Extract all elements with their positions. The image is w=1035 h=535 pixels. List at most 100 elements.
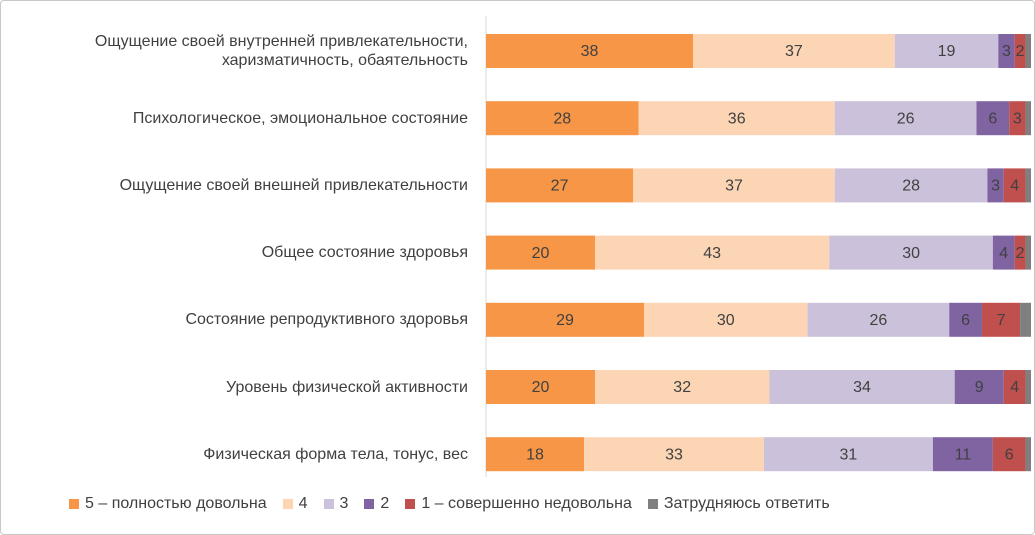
- data-label: 30: [902, 245, 920, 262]
- data-label: 27: [551, 178, 569, 195]
- data-label: 34: [853, 379, 871, 396]
- data-label: 38: [581, 43, 599, 60]
- data-label: 29: [556, 312, 574, 329]
- data-label: 31: [840, 446, 858, 463]
- bar-segment: [486, 370, 595, 404]
- category-label: Уровень физической активности: [226, 378, 468, 396]
- bar-segment: [1025, 370, 1031, 404]
- bar-segment: [1003, 370, 1026, 404]
- bar-segment: [763, 437, 933, 472]
- bar-segment: [954, 370, 1004, 404]
- bar-segment: [834, 168, 988, 203]
- data-label: 28: [553, 110, 571, 127]
- legend-item: 3: [323, 495, 349, 513]
- bar-segment: [1025, 168, 1031, 203]
- category-label: Общее состояние здоровья: [261, 244, 468, 262]
- bar-segment: [894, 34, 999, 68]
- data-label: 3: [1002, 43, 1011, 60]
- bar-segment: [1025, 34, 1031, 68]
- bar-segment: [1025, 235, 1031, 270]
- data-label: 37: [725, 178, 743, 195]
- data-label: 2: [1016, 43, 1025, 60]
- bar-segment: [1020, 302, 1031, 337]
- data-label: 4: [1010, 178, 1019, 195]
- data-label: 28: [902, 178, 920, 195]
- bar-segment: [644, 302, 808, 337]
- bar-segment: [949, 302, 982, 337]
- legend-item: 2: [364, 495, 389, 513]
- data-label: 3: [991, 178, 1000, 195]
- data-label: 3: [1013, 110, 1022, 127]
- legend-swatch: [647, 499, 658, 509]
- legend-item: 4: [282, 495, 308, 513]
- bar-segment: [834, 101, 977, 136]
- bar-segment: [633, 168, 835, 203]
- bar-segment: [932, 437, 993, 472]
- bar-segment: [638, 101, 835, 136]
- legend-item: Затрудняюсь ответить: [647, 495, 830, 513]
- category-label: Состояние репродуктивного здоровья: [185, 311, 468, 329]
- bar-segment: [992, 235, 1015, 270]
- bar-segment: [584, 437, 764, 472]
- data-label: 11: [955, 446, 972, 463]
- category-label: Физическая форма тела, тонус, вес: [203, 445, 468, 463]
- bar-segment: [998, 34, 1015, 68]
- data-label: 4: [999, 245, 1008, 262]
- legend: 5 – полностью довольна 4 3 2 1 – совершенно …: [69, 495, 830, 513]
- data-label: 36: [728, 110, 746, 127]
- data-label: 20: [532, 379, 550, 396]
- bar-segment: [1025, 101, 1031, 136]
- legend-swatch: [405, 499, 416, 509]
- bar-segment: [595, 370, 770, 404]
- bar-segment: [1025, 437, 1031, 472]
- category-label: Ощущение своей внешней привлекательности: [119, 176, 468, 194]
- bar-segment: [807, 302, 950, 337]
- data-label: 6: [1005, 446, 1014, 463]
- legend-label: 2: [380, 495, 390, 512]
- data-label: 6: [988, 110, 997, 127]
- data-label: 33: [665, 446, 683, 463]
- bar-segment: [769, 370, 955, 404]
- data-label: 37: [785, 43, 803, 60]
- bar-segment: [1003, 168, 1026, 203]
- bar-segment: [486, 101, 639, 136]
- legend-swatch: [323, 499, 334, 509]
- legend-label: 1 – совершенно недовольна: [421, 495, 632, 512]
- bar-segment: [981, 302, 1021, 337]
- bar-segment: [829, 235, 993, 270]
- legend-item: 1 – совершенно недовольна: [405, 495, 632, 513]
- data-label: 26: [870, 312, 888, 329]
- legend-label: 4: [298, 495, 308, 512]
- legend-label: 5 – полностью довольна: [85, 495, 267, 512]
- data-label: 9: [975, 379, 984, 396]
- legend-item: 5 – полностью довольна: [69, 495, 267, 513]
- bar-segment: [976, 101, 1010, 136]
- legend-swatch: [282, 499, 293, 509]
- data-label: 4: [1010, 379, 1019, 396]
- data-label: 18: [526, 446, 544, 463]
- data-label: 32: [673, 379, 691, 396]
- legend-label: 3: [339, 495, 349, 512]
- bar-segment: [486, 34, 694, 68]
- data-label: 43: [703, 245, 721, 262]
- category-label: Психологическое, эмоциональное состояние: [132, 109, 468, 127]
- bar-segment: [486, 235, 595, 270]
- bar-segment: [486, 302, 645, 337]
- bar-segment: [486, 437, 585, 472]
- data-label: 19: [938, 43, 956, 60]
- bar-segment: [992, 437, 1026, 472]
- category-label: Ощущение своей внутренней привлекательно…: [94, 33, 468, 69]
- data-label: 6: [961, 312, 970, 329]
- bar-segment: [1014, 34, 1026, 68]
- data-label: 26: [897, 110, 915, 127]
- legend-swatch: [364, 499, 375, 509]
- legend-label: Затрудняюсь ответить: [663, 495, 830, 512]
- data-label: 20: [532, 245, 550, 262]
- bar-segment: [595, 235, 830, 270]
- bar-segment: [693, 34, 895, 68]
- bar-segment: [987, 168, 1004, 203]
- bar-segment: [1009, 101, 1026, 136]
- bar-segment: [1014, 235, 1026, 270]
